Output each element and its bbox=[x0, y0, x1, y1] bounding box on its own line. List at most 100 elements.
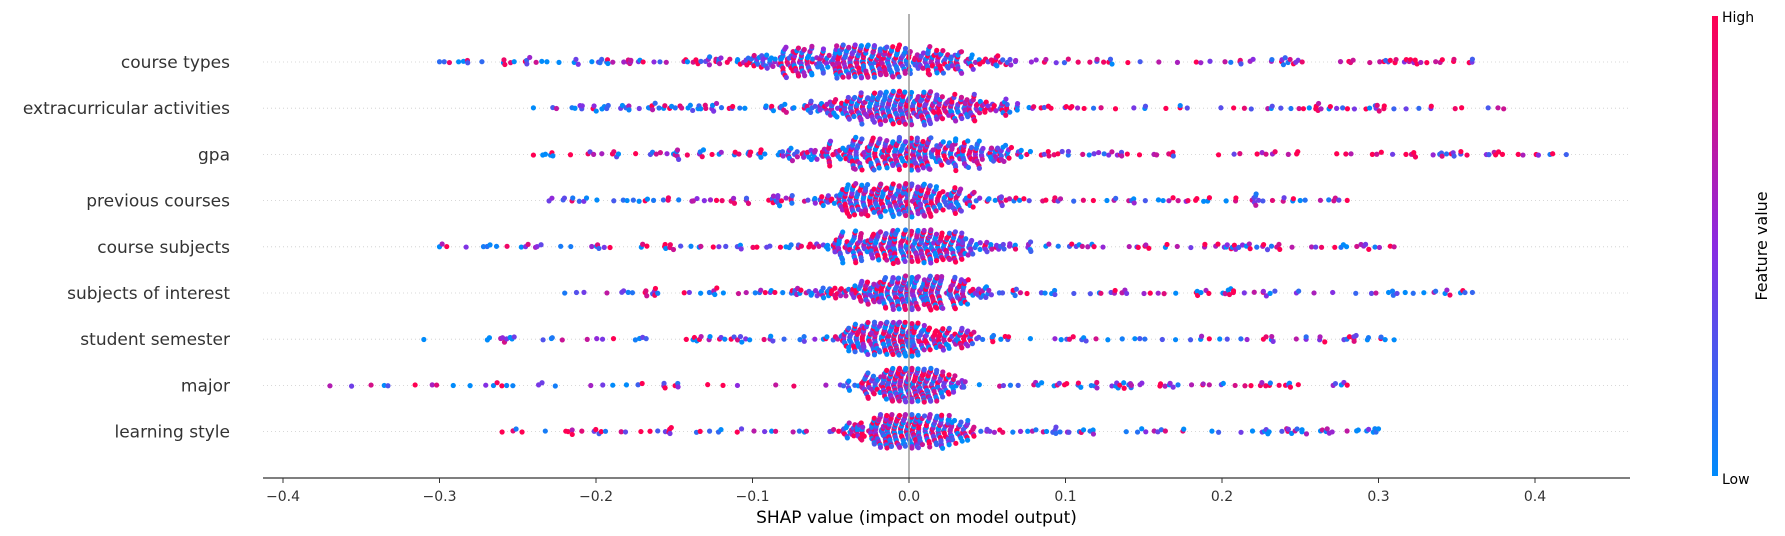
shap-point bbox=[789, 158, 796, 164]
shap-point bbox=[1340, 105, 1346, 111]
shap-point bbox=[1207, 58, 1213, 64]
shap-point bbox=[933, 328, 939, 334]
shap-point bbox=[1109, 149, 1115, 155]
shap-point bbox=[1005, 334, 1012, 340]
shap-point bbox=[963, 236, 969, 242]
shap-point bbox=[1324, 426, 1330, 432]
shap-point bbox=[915, 445, 921, 451]
shap-point bbox=[783, 44, 789, 50]
shap-point bbox=[1141, 290, 1147, 297]
shap-point bbox=[698, 106, 704, 112]
shap-point bbox=[890, 319, 896, 326]
shap-point bbox=[1202, 241, 1208, 247]
shap-point bbox=[909, 353, 915, 359]
shap-point bbox=[988, 292, 994, 298]
shap-point bbox=[827, 163, 833, 169]
shap-point bbox=[940, 207, 946, 213]
shap-point bbox=[1308, 244, 1315, 250]
shap-point bbox=[827, 138, 834, 144]
shap-point bbox=[1447, 292, 1453, 298]
shap-point bbox=[1125, 59, 1131, 66]
shap-point bbox=[480, 244, 487, 250]
shap-point bbox=[1069, 241, 1075, 247]
shap-point bbox=[1139, 426, 1145, 432]
shap-point bbox=[534, 243, 540, 250]
shap-point bbox=[796, 428, 802, 434]
shap-point bbox=[902, 319, 908, 325]
shap-point bbox=[1085, 244, 1091, 250]
shap-point bbox=[591, 103, 597, 109]
shap-point bbox=[1080, 151, 1086, 157]
shap-point bbox=[643, 336, 649, 342]
shap-point bbox=[698, 290, 704, 296]
shap-point bbox=[661, 380, 667, 386]
shap-point bbox=[940, 48, 946, 54]
shap-point bbox=[450, 382, 456, 389]
shap-point bbox=[823, 382, 829, 388]
shap-point bbox=[903, 212, 909, 219]
shap-point bbox=[927, 183, 933, 189]
shap-point bbox=[801, 46, 807, 53]
shap-point bbox=[794, 149, 800, 155]
shap-point bbox=[953, 118, 959, 124]
shap-point bbox=[1083, 338, 1089, 344]
shap-point bbox=[876, 165, 882, 171]
shap-point bbox=[896, 88, 903, 94]
shap-point bbox=[1290, 196, 1296, 202]
shap-point bbox=[611, 198, 617, 204]
shap-point bbox=[1317, 197, 1324, 203]
shap-point bbox=[1337, 59, 1344, 65]
shap-point bbox=[809, 290, 815, 296]
shap-point bbox=[1080, 427, 1087, 433]
shap-point bbox=[723, 243, 729, 249]
shap-point bbox=[1433, 288, 1439, 294]
shap-point bbox=[1142, 198, 1148, 204]
shap-point bbox=[1043, 428, 1050, 435]
shap-point bbox=[1052, 336, 1058, 342]
shap-point bbox=[697, 428, 703, 435]
shap-point bbox=[1249, 428, 1256, 434]
shap-point bbox=[778, 198, 785, 204]
shap-point bbox=[928, 135, 934, 141]
shap-point bbox=[731, 334, 737, 340]
shap-point bbox=[1216, 429, 1222, 435]
shap-point bbox=[1053, 424, 1059, 430]
shap-point bbox=[1248, 383, 1254, 389]
shap-point bbox=[663, 245, 669, 252]
shap-point bbox=[915, 366, 921, 372]
shap-point bbox=[758, 287, 764, 293]
shap-point bbox=[890, 44, 896, 50]
shap-point bbox=[635, 382, 641, 388]
shap-point bbox=[933, 258, 940, 264]
shap-point bbox=[1346, 334, 1353, 340]
shap-point bbox=[990, 332, 997, 339]
shap-point bbox=[1101, 151, 1107, 157]
feature-label: gpa bbox=[198, 145, 230, 165]
shap-point bbox=[684, 59, 691, 65]
shap-point bbox=[953, 136, 959, 142]
shap-point bbox=[1124, 290, 1130, 297]
shap-point bbox=[903, 399, 909, 405]
shap-point bbox=[1391, 244, 1397, 250]
shap-point bbox=[743, 336, 749, 342]
shap-point bbox=[549, 335, 555, 341]
shap-point bbox=[884, 44, 890, 50]
x-tick-label: −0.2 bbox=[579, 489, 613, 505]
shap-point bbox=[1162, 383, 1168, 389]
shap-point bbox=[836, 428, 842, 434]
shap-point bbox=[1459, 105, 1465, 111]
shap-point bbox=[921, 413, 928, 419]
shap-point bbox=[965, 164, 972, 171]
shap-point bbox=[558, 243, 564, 249]
shap-point bbox=[1137, 336, 1143, 342]
shap-point bbox=[1311, 290, 1317, 296]
shap-point bbox=[1253, 202, 1259, 208]
shap-point bbox=[1039, 380, 1045, 386]
shap-point bbox=[674, 147, 681, 153]
shap-point bbox=[499, 335, 506, 341]
shap-point bbox=[969, 341, 976, 347]
shap-point bbox=[1106, 152, 1112, 158]
shap-point bbox=[1264, 247, 1271, 253]
shap-point bbox=[830, 152, 836, 158]
shap-point bbox=[1233, 195, 1239, 201]
